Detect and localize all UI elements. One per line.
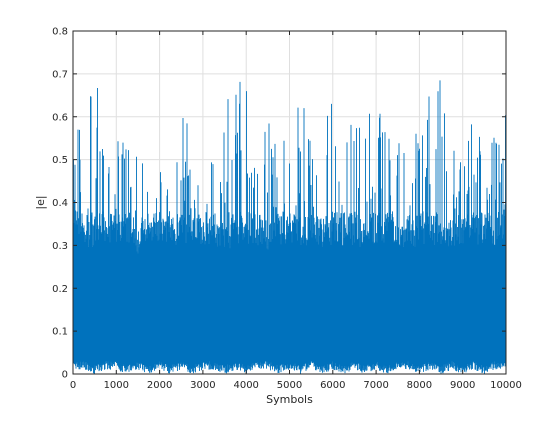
x-tick-label: 4000 [233, 380, 258, 391]
y-tick-label: 0.2 [52, 284, 68, 295]
y-axis-label: |e| [34, 195, 47, 209]
y-tick-label: 0.5 [52, 155, 68, 166]
x-tick-label: 9000 [450, 380, 475, 391]
y-tick-label: 0.4 [52, 198, 68, 209]
y-tick-label: 0.8 [52, 27, 68, 38]
x-tick-label: 5000 [277, 380, 302, 391]
axes: 0 1000 2000 3000 4000 5000 6000 7000 8000 9000 100… [52, 27, 522, 392]
x-tick-label: 6000 [320, 380, 345, 391]
y-tick-label: 0.1 [52, 327, 68, 338]
y-tick-label: 0 [62, 370, 68, 381]
y-tick-label: 0.7 [52, 69, 68, 80]
y-tick-label: 0.6 [52, 112, 68, 123]
x-tick-label: 1000 [104, 380, 129, 391]
x-tick-label: 2000 [147, 380, 172, 391]
x-tick-label: 10000 [490, 380, 522, 391]
x-tick-label: 0 [70, 380, 76, 391]
x-axis-label: Symbols [266, 393, 313, 406]
x-tick-label: 8000 [407, 380, 432, 391]
y-tick-label: 0.3 [52, 241, 68, 252]
x-tick-label: 7000 [363, 380, 388, 391]
x-tick-label: 3000 [190, 380, 215, 391]
